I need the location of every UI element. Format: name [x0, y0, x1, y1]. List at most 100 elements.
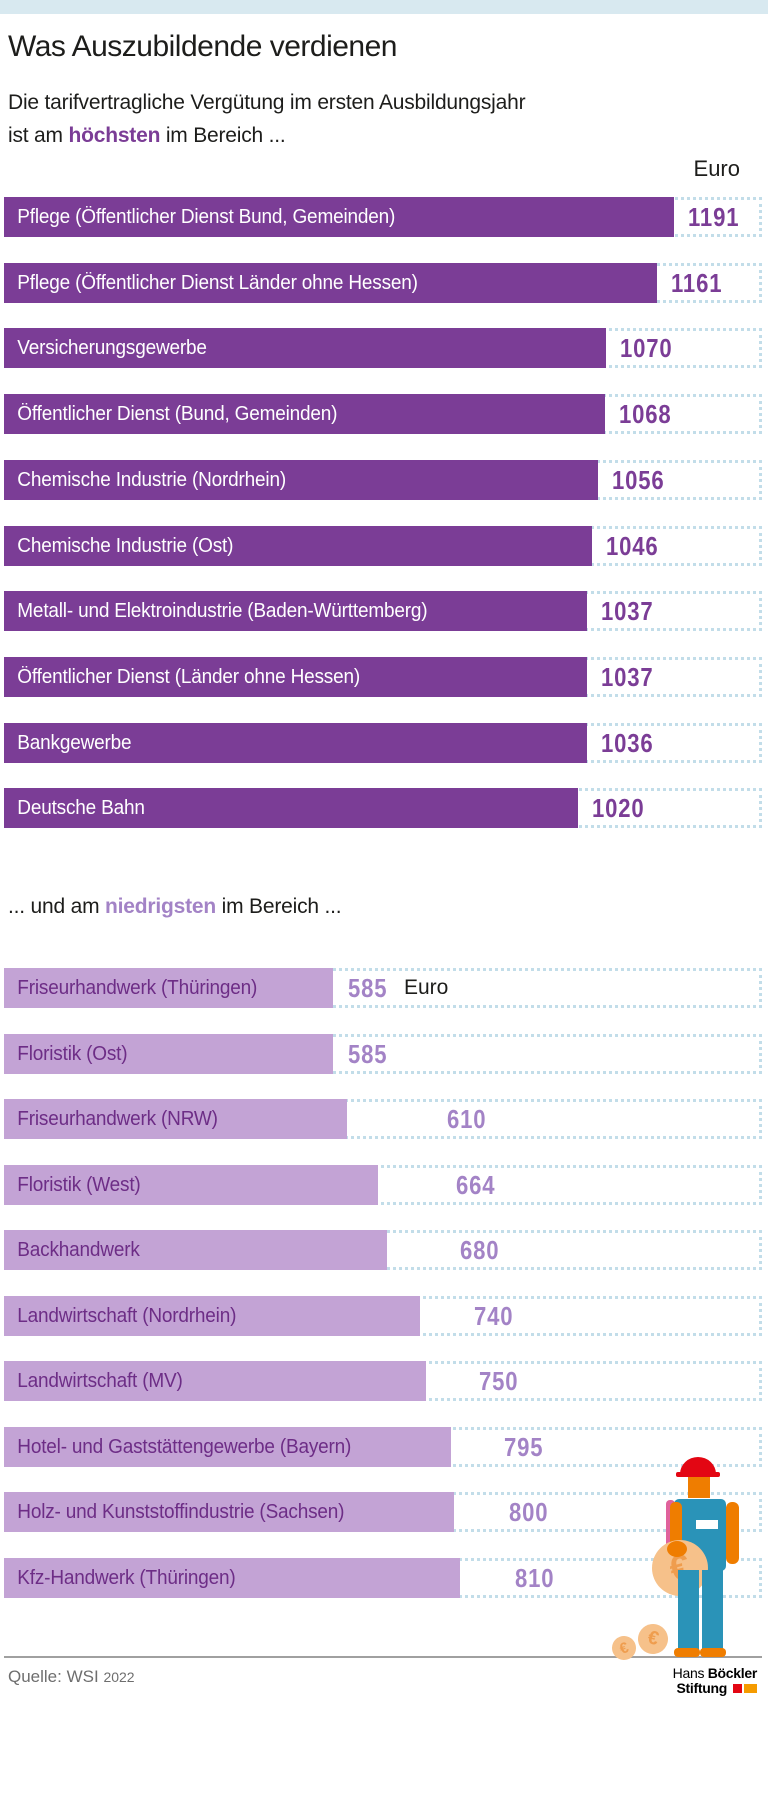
hardhat-icon [680, 1457, 716, 1474]
bar-row: Öffentlicher Dienst (Bund, Gemeinden) 106… [4, 394, 762, 434]
bar: Öffentlicher Dienst (Bund, Gemeinden) [4, 394, 605, 434]
bar-value: 795 [504, 1432, 544, 1462]
mid-subtitle-highlight-niedrigsten: niedrigsten [105, 895, 217, 918]
bar-label: Deutsche Bahn [17, 797, 145, 819]
bar-track-dotted [4, 1165, 762, 1205]
bar: Chemische Industrie (Nordrhein) [4, 460, 598, 500]
bar: Friseurhandwerk (NRW) [4, 1099, 347, 1139]
bar-row: Backhandwerk 680 [4, 1230, 762, 1270]
arm-right [726, 1502, 739, 1564]
bar: Holz- und Kunststoffindustrie (Sachsen) [4, 1492, 454, 1532]
bar-label: Pflege (Öffentlicher Dienst Bund, Gemein… [17, 206, 396, 228]
bar-row: Chemische Industrie (Nordrhein) 1056 [4, 460, 762, 500]
bar-label: Backhandwerk [17, 1239, 140, 1261]
bar-row: Öffentlicher Dienst (Länder ohne Hessen)… [4, 657, 762, 697]
bar-value: 1191 [688, 202, 740, 232]
bar-value: 1068 [619, 399, 672, 429]
bar: Kfz-Handwerk (Thüringen) [4, 1558, 460, 1598]
bar-value: 1056 [612, 465, 665, 495]
source-label: Quelle: WSI [8, 1667, 99, 1686]
bar-label: Holz- und Kunststoffindustrie (Sachsen) [17, 1501, 345, 1523]
bar: Pflege (Öffentlicher Dienst Länder ohne … [4, 263, 657, 303]
bar-label: Kfz-Handwerk (Thüringen) [17, 1567, 236, 1589]
bar-value: 1020 [592, 793, 645, 823]
bar-value: 1037 [601, 596, 654, 626]
bar-track-dotted [4, 1034, 762, 1074]
bar-value: 750 [479, 1366, 519, 1396]
logo-red-square [733, 1684, 742, 1693]
bar-label: Bankgewerbe [17, 732, 132, 754]
bar-label: Floristik (West) [17, 1174, 141, 1196]
bar: Friseurhandwerk (Thüringen) [4, 968, 333, 1008]
bar-row: Friseurhandwerk (Thüringen) 585 Euro [4, 968, 762, 1008]
bar-value: 740 [474, 1301, 514, 1331]
bar-label: Landwirtschaft (Nordrhein) [17, 1305, 237, 1327]
bar-row: Floristik (Ost) 585 [4, 1034, 762, 1074]
bar-row: Pflege (Öffentlicher Dienst Bund, Gemein… [4, 197, 762, 237]
ground-coin-small: € [608, 1632, 640, 1664]
bar: Landwirtschaft (Nordrhein) [4, 1296, 420, 1336]
bar-row: Bankgewerbe 1036 [4, 723, 762, 763]
bar-row: Hotel- und Gaststättengewerbe (Bayern) 79… [4, 1427, 762, 1467]
bar: Hotel- und Gaststättengewerbe (Bayern) [4, 1427, 451, 1467]
bar-label: Öffentlicher Dienst (Bund, Gemeinden) [17, 403, 338, 425]
bar: Metall- und Elektroindustrie (Baden-Würt… [4, 591, 587, 631]
bar-label: Floristik (Ost) [17, 1043, 128, 1065]
bar: Chemische Industrie (Ost) [4, 526, 592, 566]
bar-value: 1036 [601, 728, 654, 758]
bar-label: Versicherungsgewerbe [17, 337, 207, 359]
bar-value: 1037 [601, 662, 654, 692]
bar-label: Metall- und Elektroindustrie (Baden-Würt… [17, 600, 428, 622]
bar-track-dotted [4, 1099, 762, 1139]
top-decorative-band [0, 0, 768, 14]
footer-divider [4, 1656, 762, 1658]
bar: Deutsche Bahn [4, 788, 578, 828]
bar-row: Landwirtschaft (Nordrhein) 740 [4, 1296, 762, 1336]
apprentice-illustration: € [652, 1457, 739, 1657]
bar-label: Öffentlicher Dienst (Länder ohne Hessen) [17, 666, 360, 688]
bar-row: Chemische Industrie (Ost) 1046 [4, 526, 762, 566]
bar-row: Pflege (Öffentlicher Dienst Länder ohne … [4, 263, 762, 303]
hand [667, 1541, 687, 1557]
bar-unit-label: Euro [404, 976, 449, 999]
arm-left [670, 1502, 682, 1550]
chest-pocket [696, 1520, 718, 1529]
bar-row: Floristik (West) 664 [4, 1165, 762, 1205]
logo-line2: Stiftung [677, 1681, 757, 1696]
bar: Versicherungsgewerbe [4, 328, 606, 368]
bar: Bankgewerbe [4, 723, 587, 763]
bar-row: Deutsche Bahn 1020 [4, 788, 762, 828]
bar-value: 585 [348, 973, 388, 1003]
source-note: Quelle: WSI 2022 [8, 1667, 135, 1687]
bar-label: Chemische Industrie (Ost) [17, 535, 234, 557]
mid-subtitle-prefix: ... und am [8, 895, 106, 918]
bar: Backhandwerk [4, 1230, 387, 1270]
shoe-left [674, 1648, 700, 1657]
bar-label: Chemische Industrie (Nordrhein) [17, 469, 286, 491]
bar-row: Metall- und Elektroindustrie (Baden-Würt… [4, 591, 762, 631]
bar-value: 610 [447, 1104, 487, 1134]
bar: Pflege (Öffentlicher Dienst Bund, Gemein… [4, 197, 674, 237]
bar-value: 585 [348, 1039, 388, 1069]
subtitle-highlight-hoechsten: höchsten [68, 124, 161, 147]
bar-row: Holz- und Kunststoffindustrie (Sachsen) 8… [4, 1492, 762, 1532]
bar-value: 1161 [671, 268, 723, 298]
bar-track-dotted [4, 968, 762, 1008]
bar-label: Landwirtschaft (MV) [17, 1370, 183, 1392]
bar-value: 810 [515, 1563, 555, 1593]
bar-value: 664 [456, 1170, 496, 1200]
logo-line1: Hans Böckler [672, 1665, 758, 1681]
subtitle-line2-prefix: ist am [8, 124, 69, 147]
bar-row: Friseurhandwerk (NRW) 610 [4, 1099, 762, 1139]
leg-right [702, 1570, 723, 1650]
mid-subtitle-suffix: im Bereich ... [216, 895, 342, 918]
bar-row: Kfz-Handwerk (Thüringen) 810 [4, 1558, 762, 1598]
bar: Öffentlicher Dienst (Länder ohne Hessen) [4, 657, 587, 697]
subtitle-line2-suffix: im Bereich ... [160, 124, 286, 147]
source-year: 2022 [103, 1669, 135, 1685]
bar-value: 1046 [606, 531, 659, 561]
page-title: Was Auszubildende verdienen [8, 30, 397, 63]
head [688, 1477, 710, 1498]
subtitle-line1: Die tarifvertragliche Vergütung im erste… [8, 91, 526, 114]
